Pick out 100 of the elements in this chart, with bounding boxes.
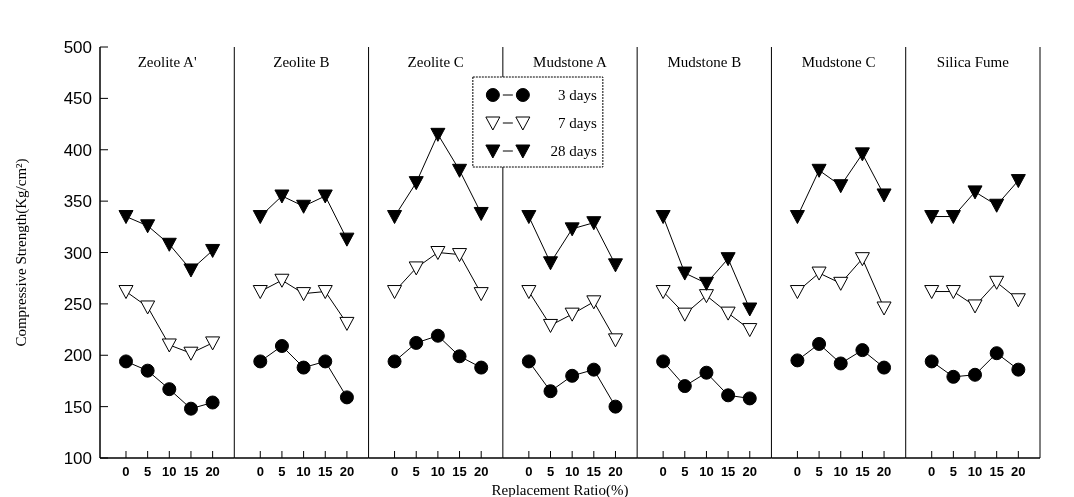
point	[565, 368, 580, 383]
x-tick-label: 5	[949, 464, 957, 479]
x-tick-label: 15	[855, 464, 870, 479]
x-tick-label: 20	[1011, 464, 1026, 479]
point	[274, 339, 289, 353]
point	[296, 360, 311, 375]
point	[521, 210, 537, 225]
point	[452, 163, 468, 178]
point	[339, 232, 355, 247]
point	[698, 289, 714, 304]
point	[183, 346, 199, 361]
point	[162, 382, 177, 397]
point	[140, 300, 156, 315]
x-tick-label: 10	[162, 464, 177, 479]
point	[945, 285, 961, 300]
x-tick-label: 0	[525, 464, 533, 479]
point	[183, 401, 198, 416]
chart-title: Zeolite A'	[137, 54, 197, 70]
x-tick-label: 10	[296, 464, 311, 479]
x-tick-label: 15	[989, 464, 1004, 479]
point	[698, 276, 714, 291]
x-tick-label: 20	[205, 464, 220, 479]
point	[877, 360, 892, 375]
point	[833, 276, 849, 291]
x-tick-label: 10	[699, 464, 714, 479]
point	[430, 328, 445, 343]
point	[655, 285, 671, 300]
x-tick-label: 20	[742, 464, 757, 479]
legend-label: 28 days	[550, 143, 598, 159]
point	[252, 285, 268, 300]
x-tick-label: 20	[339, 464, 355, 479]
y-axis-title: Compressive Strength(Kg/cm²)	[13, 158, 30, 347]
y-tick-label: 200	[63, 346, 92, 366]
point	[452, 248, 468, 263]
x-tick-label: 5	[546, 464, 555, 479]
point	[118, 210, 134, 225]
point	[607, 333, 623, 348]
chart-title: Mudstone B	[667, 54, 742, 70]
point	[924, 210, 940, 225]
legend-label: 7 days	[558, 115, 598, 131]
point	[945, 210, 961, 225]
y-tick-label: 350	[63, 192, 92, 212]
point	[742, 391, 757, 406]
x-tick-label: 15	[720, 464, 736, 479]
point	[833, 179, 849, 194]
point	[720, 252, 736, 267]
point	[586, 362, 601, 377]
chart-title: Zeolite B	[273, 54, 330, 70]
y-tick-label: 500	[63, 38, 92, 57]
point	[473, 206, 489, 221]
y-tick-label: 300	[63, 243, 92, 263]
x-tick-label: 0	[793, 464, 802, 479]
point	[564, 307, 580, 322]
x-tick-label: 15	[452, 464, 467, 479]
point	[789, 210, 805, 225]
legend-label: 3 days	[558, 87, 598, 103]
point	[742, 302, 758, 317]
point	[876, 301, 892, 316]
point	[274, 273, 290, 288]
point	[317, 189, 333, 204]
x-tick-label: 0	[256, 464, 264, 479]
point	[387, 354, 402, 369]
point	[408, 176, 424, 191]
point	[339, 316, 355, 331]
point	[521, 354, 536, 369]
point	[253, 354, 268, 369]
point	[989, 198, 1005, 213]
point	[1010, 293, 1026, 308]
point	[677, 307, 693, 322]
point	[521, 285, 537, 300]
y-tick-label: 400	[63, 140, 92, 160]
point	[812, 336, 827, 351]
x-tick-label: 0	[390, 464, 399, 479]
point	[1010, 174, 1026, 189]
point	[833, 356, 848, 371]
point	[924, 285, 940, 300]
x-tick-label: 10	[430, 464, 446, 479]
point	[317, 285, 333, 300]
point	[854, 252, 870, 267]
y-tick-label: 450	[63, 89, 92, 109]
point	[140, 219, 156, 234]
point	[586, 295, 602, 310]
x-tick-label: 5	[144, 464, 152, 479]
point	[677, 266, 693, 281]
x-tick-label: 20	[473, 464, 489, 479]
point	[608, 399, 623, 414]
x-tick-label: 5	[681, 464, 689, 479]
point	[854, 147, 870, 162]
point	[564, 222, 580, 237]
point	[855, 343, 870, 358]
point	[924, 354, 939, 369]
point	[543, 256, 559, 271]
point	[318, 354, 333, 369]
point	[118, 285, 134, 300]
chart-title: Mudstone C	[801, 54, 876, 70]
point	[473, 287, 489, 302]
y-tick-label: 150	[63, 397, 92, 417]
point	[296, 199, 312, 214]
point	[296, 287, 312, 302]
y-tick-label: 100	[63, 449, 92, 468]
